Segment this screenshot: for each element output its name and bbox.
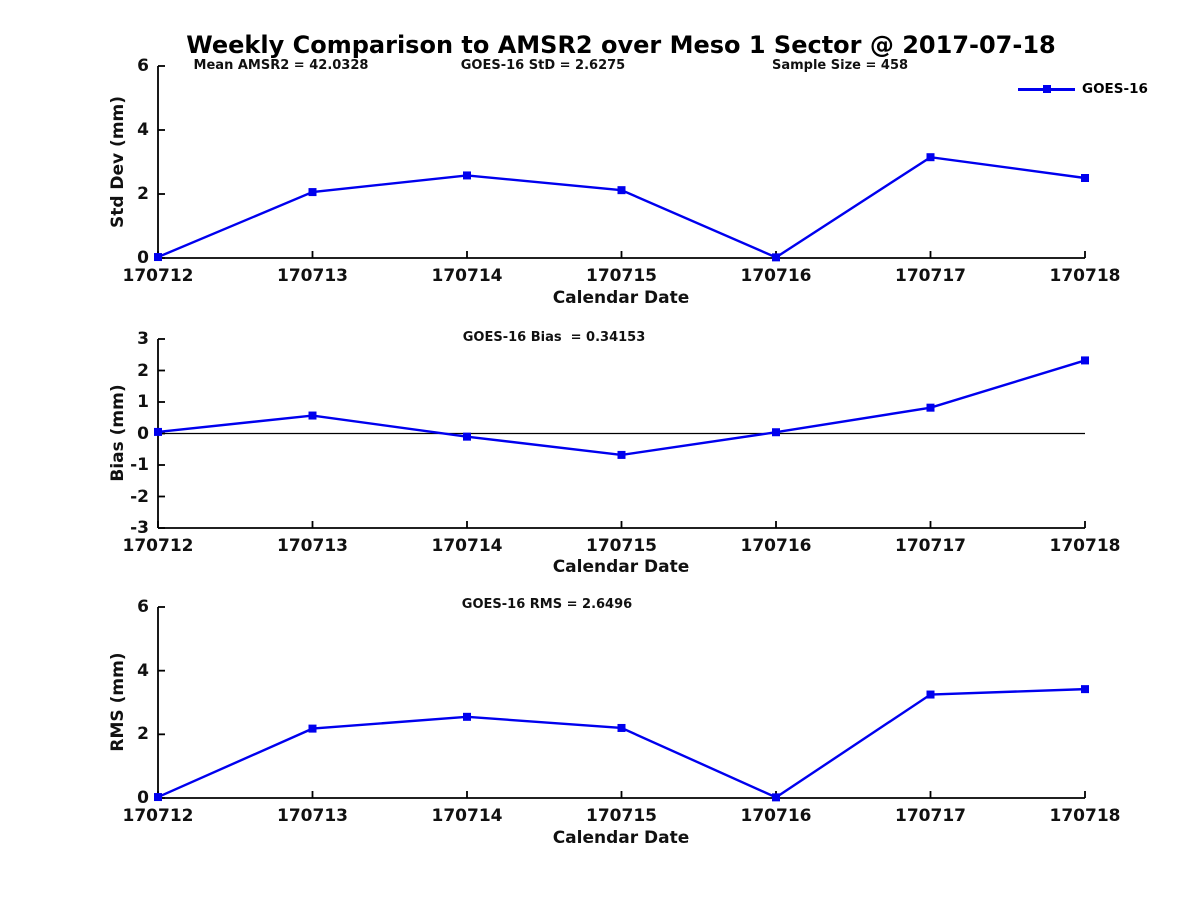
data-point-marker bbox=[926, 153, 935, 162]
data-point-marker bbox=[154, 427, 162, 436]
x-tick-label: 170714 bbox=[431, 266, 503, 286]
data-point-marker bbox=[1081, 356, 1089, 365]
x-axis-label-bias: Calendar Date bbox=[552, 557, 690, 577]
x-tick-label: 170715 bbox=[586, 266, 657, 286]
data-point-marker bbox=[463, 432, 471, 441]
x-tick-label: 170718 bbox=[1049, 266, 1121, 286]
x-axis-label-rms: Calendar Date bbox=[552, 828, 690, 848]
x-tick-label: 170712 bbox=[122, 266, 194, 286]
y-tick-label: 0 bbox=[137, 423, 149, 444]
x-tick-label: 170717 bbox=[895, 266, 966, 286]
x-tick-label: 170715 bbox=[586, 806, 657, 826]
y-tick-label: -3 bbox=[130, 518, 149, 538]
x-tick-label: 170715 bbox=[586, 536, 657, 556]
x-axis-label-stddev: Calendar Date bbox=[552, 288, 690, 308]
y-tick-label: -2 bbox=[130, 486, 149, 507]
data-point-marker bbox=[154, 253, 162, 262]
data-point-marker bbox=[926, 690, 935, 699]
x-tick-label: 170718 bbox=[1049, 536, 1121, 556]
x-tick-label: 170717 bbox=[895, 536, 966, 556]
data-point-marker bbox=[617, 186, 626, 195]
y-tick-label: 2 bbox=[137, 360, 149, 381]
annotation-goes16-std: GOES-16 StD = 2.6275 bbox=[460, 58, 626, 73]
data-point-marker bbox=[463, 171, 471, 180]
data-point-marker bbox=[617, 723, 626, 732]
data-point-marker bbox=[926, 403, 935, 412]
legend-label: GOES-16 bbox=[1082, 81, 1148, 97]
x-tick-label: 170717 bbox=[895, 806, 966, 826]
y-tick-label: 3 bbox=[137, 329, 149, 349]
y-tick-label: 0 bbox=[137, 788, 149, 808]
data-point-marker bbox=[772, 428, 780, 437]
y-tick-label: 0 bbox=[137, 248, 149, 268]
y-tick-label: 2 bbox=[137, 724, 149, 745]
y-axis-label-stddev: Std Dev (mm) bbox=[108, 95, 128, 229]
x-tick-label: 170713 bbox=[277, 806, 348, 826]
data-point-marker bbox=[154, 793, 162, 802]
x-tick-label: 170716 bbox=[740, 806, 812, 826]
x-tick-label: 170716 bbox=[740, 266, 812, 286]
y-tick-label: 4 bbox=[137, 120, 149, 140]
y-tick-label: 1 bbox=[137, 392, 149, 412]
series-line-goes16 bbox=[157, 155, 1086, 259]
x-tick-label: 170713 bbox=[277, 536, 348, 556]
x-tick-label: 170714 bbox=[431, 806, 503, 826]
data-point-marker bbox=[1081, 685, 1089, 694]
y-tick-label: 6 bbox=[137, 56, 149, 76]
y-tick-label: -1 bbox=[130, 455, 149, 475]
annotation-goes16-bias: GOES-16 Bias = 0.34153 bbox=[462, 330, 646, 345]
annotation-mean-amsr2: Mean AMSR2 = 42.0328 bbox=[193, 58, 369, 73]
series-line-goes16 bbox=[157, 687, 1086, 799]
x-tick-label: 170718 bbox=[1049, 806, 1121, 826]
data-point-marker bbox=[617, 450, 626, 459]
data-point-marker bbox=[308, 724, 317, 733]
x-tick-label: 170712 bbox=[122, 536, 194, 556]
x-tick-label: 170714 bbox=[431, 536, 503, 556]
y-tick-label: 6 bbox=[137, 597, 149, 617]
y-axis-label-rms: RMS (mm) bbox=[108, 652, 128, 752]
x-tick-label: 170712 bbox=[122, 806, 194, 826]
annotation-goes16-rms: GOES-16 RMS = 2.6496 bbox=[461, 597, 633, 612]
y-axis-label-bias: Bias (mm) bbox=[108, 384, 128, 482]
y-tick-label: 4 bbox=[137, 660, 149, 681]
data-point-marker bbox=[772, 253, 780, 262]
y-tick-label: 2 bbox=[137, 184, 149, 204]
legend-line-sample bbox=[1018, 85, 1075, 93]
data-point-marker bbox=[308, 188, 317, 197]
data-point-marker bbox=[308, 411, 317, 420]
x-tick-label: 170713 bbox=[277, 266, 348, 286]
legend-square-marker bbox=[1042, 85, 1051, 93]
data-point-marker bbox=[1081, 174, 1089, 182]
legend: GOES-16 bbox=[1018, 81, 1148, 97]
series-line-goes16 bbox=[157, 359, 1086, 457]
figure-title: Weekly Comparison to AMSR2 over Meso 1 S… bbox=[186, 31, 1056, 59]
data-point-marker bbox=[463, 712, 471, 721]
annotation-sample-size: Sample Size = 458 bbox=[771, 58, 909, 73]
x-tick-label: 170716 bbox=[740, 536, 812, 556]
data-point-marker bbox=[772, 793, 780, 802]
